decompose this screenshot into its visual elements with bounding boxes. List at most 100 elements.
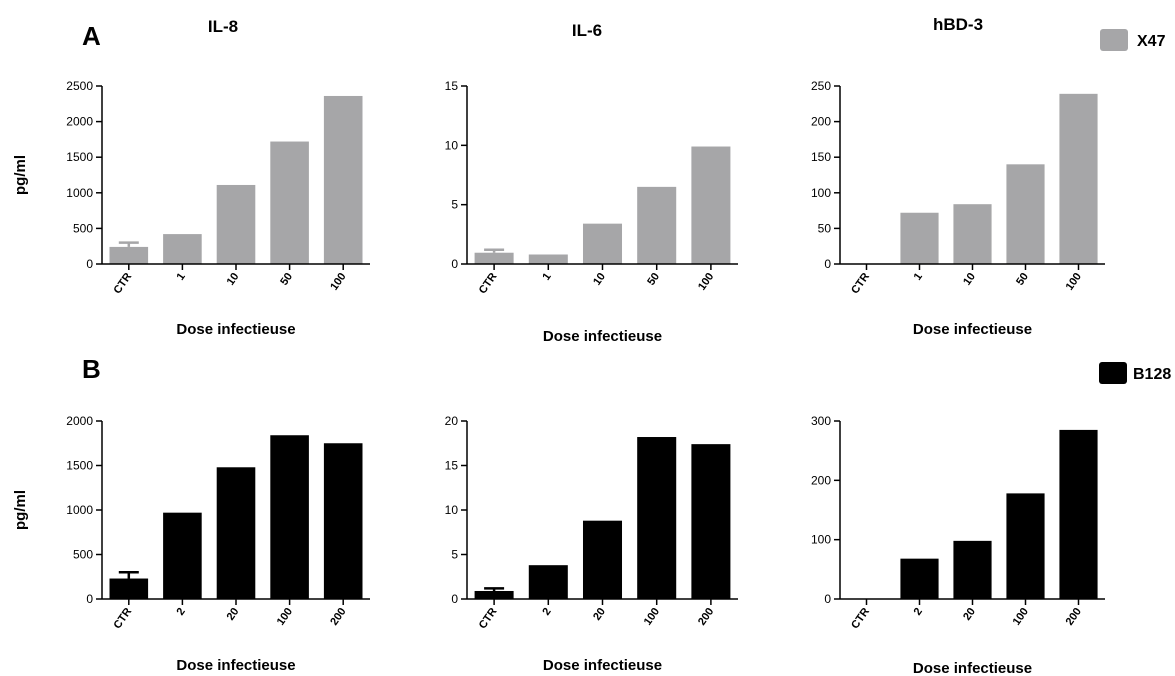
y-axis-label: pg/ml — [12, 490, 29, 530]
y-tick-label: 300 — [811, 414, 831, 428]
bar — [1006, 164, 1045, 264]
bar — [582, 223, 623, 264]
bar — [474, 252, 514, 264]
chart-0: 0 500 1000 1500 2000 2500 CTR 1 10 50 100 IL-8 Dose … — [12, 17, 370, 338]
x-tick-label: 10 — [961, 271, 978, 288]
chart-4: 0 5 10 15 20 CTR 2 20 100 200 Dose infectieuse — [445, 414, 738, 674]
x-tick-label: 2 — [540, 606, 553, 618]
y-tick-label: 150 — [811, 150, 831, 164]
y-tick-label: 10 — [445, 138, 459, 152]
chart-title: IL-8 — [208, 17, 238, 36]
chart-title: IL-6 — [572, 21, 602, 40]
x-tick-label: 200 — [1064, 606, 1084, 628]
y-tick-label: 200 — [811, 115, 831, 129]
x-tick-label: 1 — [540, 271, 553, 283]
bar — [900, 212, 939, 264]
x-axis-label: Dose infectieuse — [543, 328, 662, 345]
bar — [163, 234, 202, 264]
y-tick-label: 15 — [445, 79, 459, 93]
legend-x47: X47 — [1100, 29, 1166, 51]
legend-swatch-b128 — [1099, 362, 1127, 384]
bar — [582, 520, 623, 599]
x-tick-label: 50 — [645, 271, 662, 288]
y-tick-label: 10 — [445, 503, 459, 517]
x-axis-label: Dose infectieuse — [176, 321, 295, 338]
y-tick-label: 250 — [811, 79, 831, 93]
x-axis-label: Dose infectieuse — [913, 660, 1032, 676]
chart-1: 0 5 10 15 CTR 1 10 50 100 IL-6 Dose infectieuse — [445, 21, 738, 345]
y-tick-label: 15 — [445, 459, 459, 473]
bar — [109, 246, 149, 264]
bar — [163, 512, 202, 599]
y-tick-label: 0 — [451, 257, 458, 271]
x-tick-label: CTR — [477, 271, 500, 296]
bar — [1059, 429, 1098, 599]
y-tick-label: 0 — [86, 257, 93, 271]
x-tick-label: 10 — [225, 271, 242, 288]
x-tick-label: 1 — [175, 271, 188, 283]
x-axis-label: Dose infectieuse — [913, 321, 1032, 338]
bar — [270, 141, 309, 264]
x-tick-label: 2 — [175, 606, 188, 618]
x-tick-label: 20 — [591, 606, 608, 623]
x-tick-label: 200 — [696, 606, 716, 628]
bar — [474, 590, 514, 599]
y-tick-label: 0 — [824, 592, 831, 606]
x-tick-label: 50 — [278, 271, 295, 288]
x-tick-label: 100 — [696, 271, 716, 293]
y-tick-label: 500 — [73, 548, 93, 562]
y-axis-label: pg/ml — [12, 155, 29, 195]
x-tick-label: CTR — [111, 271, 134, 296]
bar — [109, 578, 149, 599]
legend-swatch-x47 — [1100, 29, 1128, 51]
bar — [270, 435, 309, 599]
x-tick-label: 100 — [275, 606, 295, 628]
x-tick-label: CTR — [849, 606, 872, 631]
bar — [1059, 93, 1098, 264]
x-tick-label: 20 — [961, 606, 978, 623]
y-tick-label: 1000 — [66, 503, 93, 517]
y-tick-label: 500 — [73, 221, 93, 235]
legend-label-b128: B128 — [1133, 366, 1171, 383]
x-tick-label: 20 — [225, 606, 242, 623]
bar — [528, 565, 568, 599]
bar — [637, 437, 677, 599]
x-tick-label: 100 — [328, 271, 348, 293]
y-tick-label: 1000 — [66, 186, 93, 200]
chart-5: 0 100 200 300 CTR 2 20 100 200 Dose infectieuse — [811, 414, 1105, 676]
x-tick-label: CTR — [477, 606, 500, 631]
x-tick-label: 100 — [1064, 271, 1084, 293]
y-tick-label: 0 — [451, 592, 458, 606]
x-tick-label: 1 — [912, 271, 925, 283]
chart-2: 0 50 100 150 200 250 CTR 1 10 50 100 hBD-3 Dose infe… — [811, 15, 1105, 338]
legend-b128: B128 — [1099, 362, 1171, 384]
bar — [637, 186, 677, 264]
x-tick-label: CTR — [849, 271, 872, 296]
panel-letter-b: B — [82, 354, 101, 384]
x-tick-label: 200 — [328, 606, 348, 628]
x-tick-label: CTR — [111, 606, 134, 631]
y-tick-label: 50 — [818, 221, 832, 235]
bar — [216, 184, 256, 264]
bar — [1006, 493, 1045, 599]
bar — [323, 443, 363, 599]
y-tick-label: 0 — [86, 592, 93, 606]
x-tick-label: 2 — [912, 606, 925, 618]
bar — [900, 558, 939, 599]
x-tick-label: 50 — [1014, 271, 1031, 288]
x-tick-label: 10 — [591, 271, 608, 288]
x-axis-label: Dose infectieuse — [176, 657, 295, 674]
y-tick-label: 100 — [811, 186, 831, 200]
chart-3: 0 500 1000 1500 2000 CTR 2 20 100 200 Dose infecti… — [12, 414, 370, 674]
y-tick-label: 2000 — [66, 115, 93, 129]
y-tick-label: 2000 — [66, 414, 93, 428]
y-tick-label: 5 — [451, 198, 458, 212]
y-tick-label: 1500 — [66, 150, 93, 164]
y-tick-label: 5 — [451, 548, 458, 562]
panel-letter-a: A — [82, 21, 101, 51]
legend-label-x47: X47 — [1137, 33, 1166, 50]
x-tick-label: 100 — [642, 606, 662, 628]
bar — [953, 204, 992, 264]
